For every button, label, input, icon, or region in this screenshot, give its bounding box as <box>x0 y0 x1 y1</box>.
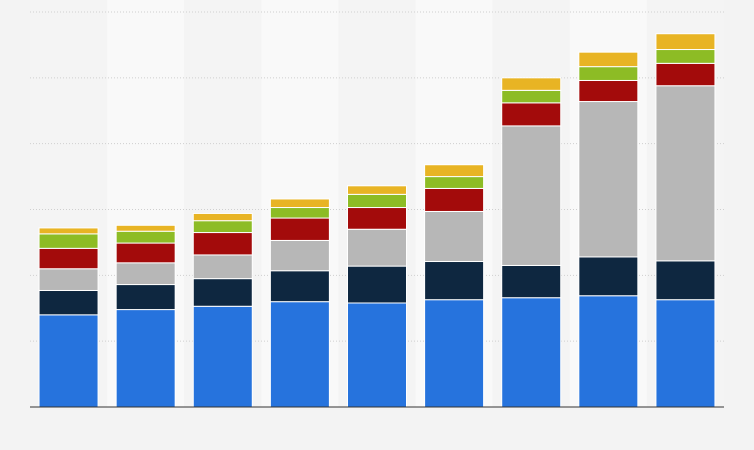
bar-segment-series-4-col-3 <box>192 232 253 256</box>
bar-segment-series-3-col-6 <box>424 210 485 263</box>
bar-segment-series-1-col-6 <box>424 299 485 408</box>
bar-segment-series-3-col-5 <box>347 228 407 267</box>
bar-segment-series-5-col-1 <box>38 233 99 249</box>
bars <box>38 33 716 408</box>
bar-segment-series-4-col-7 <box>501 102 562 127</box>
bar-segment-series-1-col-3 <box>192 305 253 408</box>
bar-segment-series-1-col-8 <box>578 295 639 408</box>
bar-segment-series-1-col-4 <box>269 301 330 408</box>
bar-segment-series-2-col-2 <box>115 284 176 311</box>
bar-segment-series-6-col-8 <box>578 51 639 68</box>
bar-segment-series-6-col-1 <box>38 227 99 235</box>
bar-segment-series-4-col-1 <box>38 247 99 270</box>
bar-segment-series-5-col-3 <box>192 220 253 234</box>
bar-segment-series-3-col-9 <box>655 85 716 262</box>
bar-segment-series-6-col-4 <box>269 198 330 209</box>
bar-segment-series-5-col-9 <box>655 49 716 64</box>
bar-segment-series-3-col-8 <box>578 101 639 258</box>
bar-segment-series-5-col-7 <box>501 89 562 104</box>
bar-segment-series-5-col-4 <box>269 207 330 219</box>
bar-segment-series-2-col-5 <box>347 265 407 304</box>
bar-segment-series-1-col-5 <box>347 302 407 408</box>
bar-segment-series-1-col-7 <box>501 297 562 408</box>
bar-segment-series-3-col-1 <box>38 268 99 291</box>
bar-segment-series-6-col-2 <box>115 224 176 232</box>
bar-segment-series-2-col-9 <box>655 260 716 301</box>
bar-segment-series-2-col-7 <box>501 264 562 299</box>
bar-segment-series-6-col-6 <box>424 164 485 178</box>
bar-segment-series-4-col-5 <box>347 207 407 230</box>
bar-segment-series-4-col-4 <box>269 217 330 241</box>
bar-segment-series-5-col-6 <box>424 176 485 189</box>
bar-segment-series-6-col-9 <box>655 33 716 51</box>
bar-segment-series-3-col-2 <box>115 262 176 286</box>
bar-segment-series-2-col-4 <box>269 270 330 303</box>
bar-segment-series-5-col-2 <box>115 230 176 244</box>
bar-segment-series-1-col-2 <box>115 309 176 408</box>
bar-segment-series-2-col-8 <box>578 256 639 297</box>
bar-segment-series-6-col-5 <box>347 185 407 195</box>
bar-segment-series-3-col-3 <box>192 254 253 280</box>
bar-segment-series-1-col-9 <box>655 299 716 408</box>
bar-segment-series-2-col-3 <box>192 278 253 307</box>
bar-segment-series-4-col-9 <box>655 62 716 87</box>
bar-segment-series-3-col-4 <box>269 239 330 272</box>
bar-segment-series-4-col-2 <box>115 242 176 264</box>
bar-segment-series-5-col-8 <box>578 66 639 81</box>
bar-segment-series-6-col-7 <box>501 77 562 91</box>
bar-segment-series-4-col-6 <box>424 187 485 212</box>
bar-segment-series-4-col-8 <box>578 79 639 103</box>
bar-segment-series-1-col-1 <box>38 314 99 408</box>
bar-segment-series-2-col-6 <box>424 261 485 301</box>
bar-segment-series-2-col-1 <box>38 289 99 316</box>
bar-segment-series-5-col-5 <box>347 193 407 209</box>
bar-segment-series-3-col-7 <box>501 125 562 266</box>
bar-segment-series-6-col-3 <box>192 212 253 222</box>
